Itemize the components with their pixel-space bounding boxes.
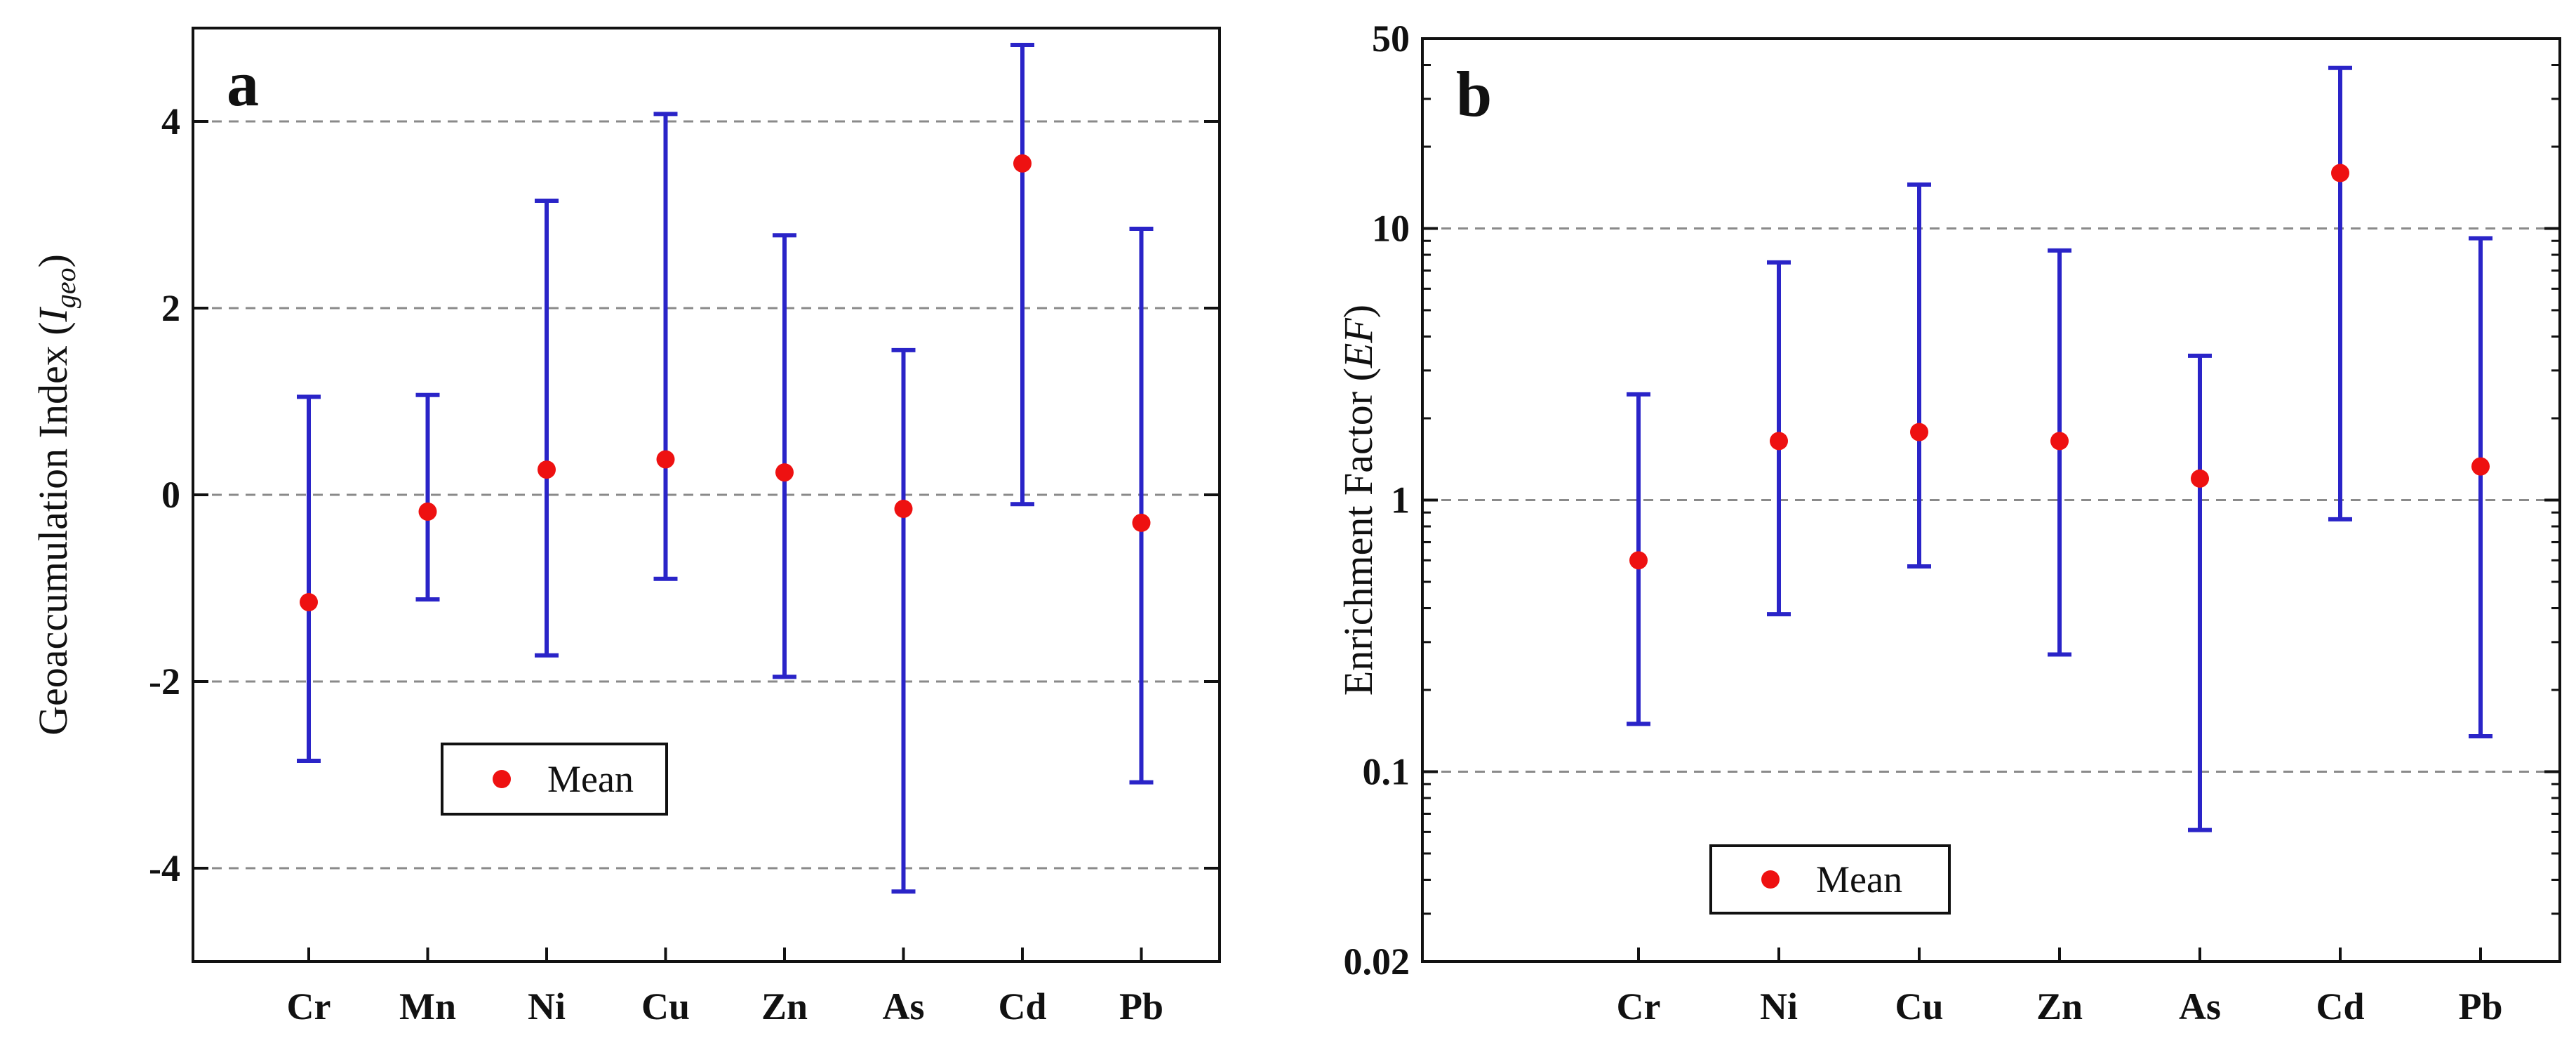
y-axis-label-close: ) bbox=[1335, 305, 1381, 318]
mean-marker-cu bbox=[656, 450, 675, 469]
legend-marker bbox=[1761, 870, 1780, 889]
mean-marker-cd bbox=[1013, 154, 1032, 173]
errorbar-pb bbox=[1129, 226, 1154, 785]
y-axis-label-symbol: EF bbox=[1335, 318, 1381, 368]
legend-label: Mean bbox=[547, 758, 634, 800]
x-tick-label-pb: Pb bbox=[1119, 985, 1163, 1028]
y-axis-label-close: ) bbox=[30, 254, 76, 267]
errorbar-pb bbox=[2469, 236, 2492, 739]
x-tick-label-zn: Zn bbox=[761, 985, 808, 1028]
x-tick-label-mn: Mn bbox=[399, 985, 456, 1028]
x-tick-label-as: As bbox=[2179, 985, 2221, 1028]
x-tick-label-ni: Ni bbox=[528, 985, 566, 1028]
mean-marker-pb bbox=[1132, 513, 1151, 532]
y-tick-label: 1 bbox=[1391, 479, 1410, 521]
y-tick-label: 10 bbox=[1372, 208, 1410, 250]
x-tick-label-zn: Zn bbox=[2036, 985, 2083, 1028]
y-tick-label: 4 bbox=[161, 100, 180, 142]
y-tick-label: -2 bbox=[149, 660, 180, 703]
mean-marker-pb bbox=[2471, 457, 2490, 476]
panel-letter: a bbox=[227, 48, 259, 119]
y-axis-label: Enrichment Factor (EF) bbox=[1335, 305, 1381, 696]
mean-marker-cr bbox=[300, 592, 318, 611]
errorbar-cd bbox=[1010, 42, 1034, 507]
y-tick-label: 2 bbox=[161, 287, 180, 329]
y-tick-label: 0.1 bbox=[1363, 750, 1410, 792]
panel-a-geoaccumulation-chart: -4 -2 0 2 4 Cr Mn Ni Cu Zn As Cd Pb a Geoaccumulation … bbox=[30, 27, 1221, 1028]
y-tick-label: 0 bbox=[161, 474, 180, 516]
errorbar-zn bbox=[2048, 248, 2071, 657]
legend-label: Mean bbox=[1816, 858, 1902, 900]
x-tick-label-pb: Pb bbox=[2458, 985, 2502, 1028]
mean-marker-zn bbox=[2050, 432, 2069, 451]
y-axis-label-main: Geoaccumulation Index ( bbox=[30, 321, 76, 735]
y-tick-label: 50 bbox=[1372, 18, 1410, 60]
mean-marker-cd bbox=[2331, 164, 2349, 182]
x-tick-label-cd: Cd bbox=[2316, 985, 2364, 1028]
mean-marker-cr bbox=[1629, 551, 1648, 570]
errorbar-as bbox=[891, 347, 916, 894]
y-axis-label-subscript: geo bbox=[50, 267, 81, 308]
x-tick-label-cr: Cr bbox=[1617, 985, 1661, 1028]
x-tick-label-cd: Cd bbox=[998, 985, 1046, 1028]
mean-marker-ni bbox=[538, 460, 556, 479]
errorbar-cr bbox=[1627, 392, 1650, 726]
legend: Mean bbox=[441, 743, 668, 816]
legend-marker bbox=[493, 770, 511, 788]
errorbar-zn bbox=[773, 233, 796, 679]
errorbar-cr bbox=[297, 394, 321, 764]
mean-marker-zn bbox=[775, 463, 794, 482]
y-axis-label-main: Enrichment Factor ( bbox=[1335, 368, 1381, 696]
errorbar-mn bbox=[415, 392, 440, 601]
errorbar-cu bbox=[1907, 182, 1931, 569]
errorbar-ni bbox=[1767, 260, 1791, 617]
y-tick-label: 0.02 bbox=[1344, 940, 1410, 983]
x-tick-label-cr: Cr bbox=[287, 985, 331, 1028]
mean-marker-cu bbox=[1910, 423, 1928, 441]
x-tick-label-ni: Ni bbox=[1760, 985, 1798, 1028]
mean-marker-ni bbox=[1770, 432, 1788, 451]
x-tick-label-cu: Cu bbox=[641, 985, 690, 1028]
legend: Mean bbox=[1709, 844, 1951, 915]
y-axis-label-symbol: I bbox=[30, 306, 76, 322]
mean-marker-mn bbox=[418, 502, 437, 521]
x-tick-label-as: As bbox=[882, 985, 924, 1028]
mean-marker-as bbox=[894, 499, 913, 518]
legend-box bbox=[441, 743, 668, 816]
panel-b-enrichment-factor-chart: 0.02 0.1 1 10 50 Cr Ni Cu Zn As Cd Pb b Enrichment Fa… bbox=[1335, 18, 2561, 1028]
mean-marker-as bbox=[2191, 469, 2209, 488]
panel-letter: b bbox=[1456, 58, 1492, 130]
y-tick-label: -4 bbox=[149, 847, 180, 889]
errorbar-as bbox=[2188, 353, 2212, 832]
y-axis-label: Geoaccumulation Index (Igeo) bbox=[30, 254, 81, 736]
errorbar-cd bbox=[2328, 65, 2352, 521]
errorbar-ni bbox=[535, 199, 559, 658]
legend-box bbox=[1709, 844, 1951, 915]
errorbar-cu bbox=[653, 112, 678, 581]
x-tick-label-cu: Cu bbox=[1895, 985, 1943, 1028]
